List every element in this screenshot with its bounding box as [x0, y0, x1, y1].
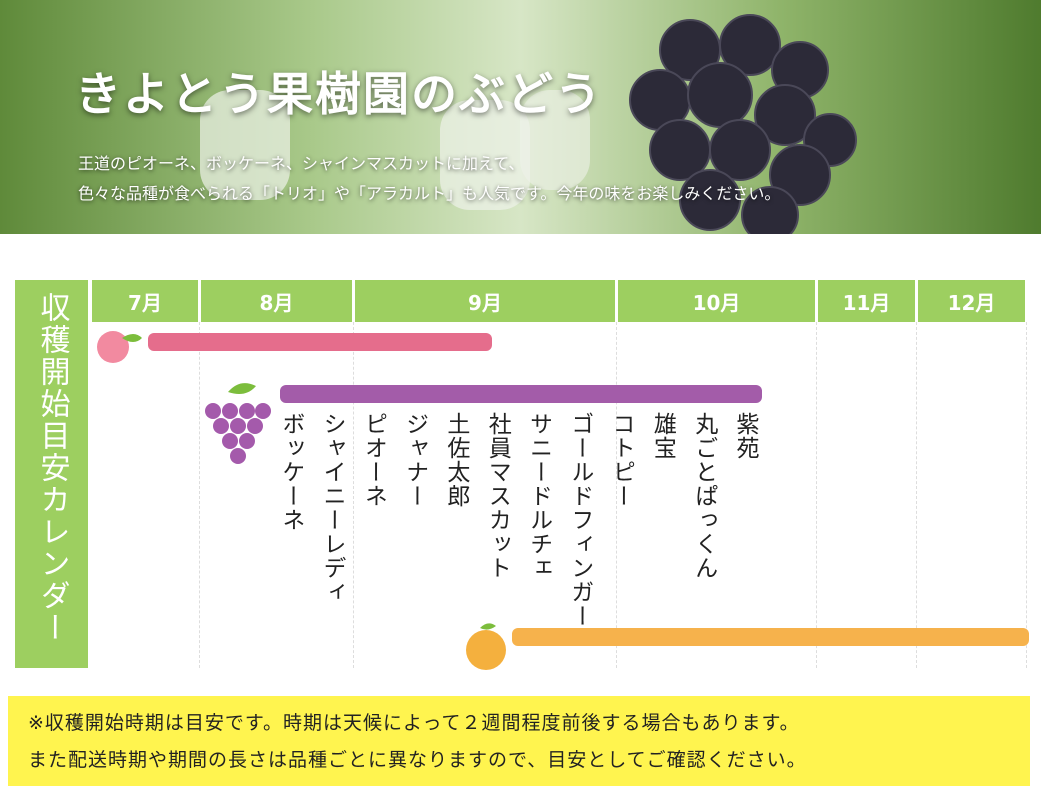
variety-name: ボッケーネ [277, 412, 304, 532]
variety-name: シャイニーレディ [319, 412, 345, 604]
column-divider [916, 322, 917, 668]
peach-icon [97, 331, 142, 363]
note-box [8, 696, 1030, 786]
description: 王道のピオーネ、ボッケーネ、シャインマスカットに加えて、 [78, 154, 525, 173]
variety-name: 紫苑 [732, 412, 758, 460]
month-header: 8月 [201, 280, 352, 322]
variety-name: 丸ごとぱっくん [690, 412, 717, 580]
calendar-bars [97, 331, 1029, 670]
variety-name: ゴールドフィンガー [566, 412, 593, 628]
variety-name: 土佐太郎 [442, 412, 469, 508]
variety-name: ピオーネ [360, 412, 387, 508]
calendar-side [15, 280, 88, 668]
pear-bar [512, 628, 1029, 646]
fruit-bag [200, 90, 290, 200]
column-divider [199, 322, 200, 668]
column-divider [1026, 322, 1027, 668]
column-divider [616, 322, 617, 668]
hero-graphic [200, 14, 857, 234]
grape-icon [205, 383, 271, 464]
column-divider [816, 322, 817, 668]
grape-bar [280, 385, 762, 403]
month-header: 9月 [355, 280, 615, 322]
column-divider [353, 322, 354, 668]
description: 色々な品種が食べられる「トリオ」や「アラカルト」も人気です。今年の味をお楽しみく… [78, 184, 781, 203]
variety-name: 雄宝 [649, 412, 676, 460]
variety-name: ジャナー [401, 412, 428, 508]
pear-icon [466, 623, 506, 670]
fruit-bag [520, 90, 590, 190]
variety-name: コトピー [608, 412, 635, 508]
month-header: 12月 [918, 280, 1025, 322]
variety-name: 社員マスカット [484, 412, 511, 580]
note-text: また配送時期や期間の長さは品種ごとに異なりますので、目安としてご確認ください。 [28, 749, 807, 771]
hero-image [0, 0, 1041, 234]
calendar-label: 収穫開始目安カレンダー [34, 292, 70, 644]
fruit-bag [440, 100, 530, 210]
note-text: ※収穫開始時期は目安です。時期は天候によって２週間程度前後する場合もあります。 [28, 712, 800, 734]
month-header: 11月 [818, 280, 915, 322]
title: きよとう果樹園のぶどう [75, 67, 603, 121]
month-header: 10月 [618, 280, 815, 322]
grape-bunch [629, 14, 857, 234]
month-header: 7月 [92, 280, 198, 322]
variety-name: サニードルチェ [525, 412, 552, 580]
peach-bar [148, 333, 492, 351]
